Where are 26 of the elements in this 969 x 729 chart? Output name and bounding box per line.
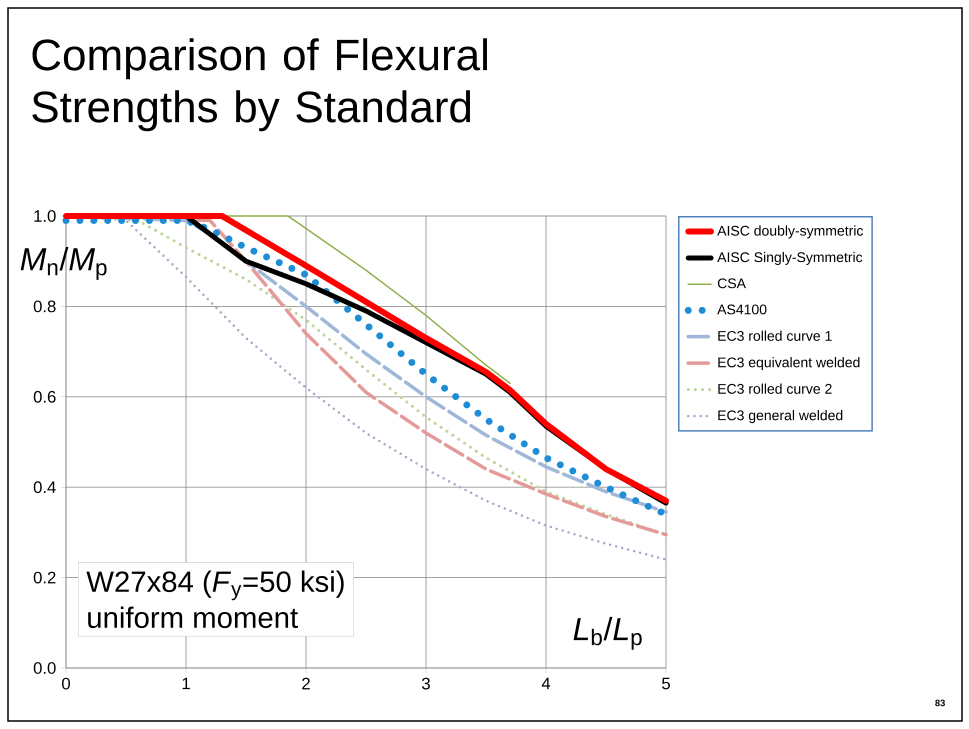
x-tick-label: 4: [542, 678, 550, 690]
legend-label: EC3 equivalent welded: [718, 357, 860, 370]
y-tick-label: 0.4: [34, 481, 56, 494]
legend-label: EC3 rolled curve 2: [718, 384, 832, 394]
y-tick-label: 0.8: [34, 300, 56, 312]
x-tick-label: 3: [422, 678, 430, 690]
legend-label: AISC doubly-symmetric: [717, 225, 864, 238]
legend-label: AS4100: [717, 304, 766, 314]
legend-label: AISC Singly-Symmetric: [717, 252, 862, 265]
legend-label: EC3 rolled curve 1: [718, 330, 832, 341]
x-tick-label: 2: [302, 678, 310, 690]
x-tick-label: 0: [62, 678, 70, 690]
annotation: uniform moment: [88, 606, 298, 628]
x-tick-label: 5: [662, 678, 670, 690]
chart-title: Comparison of Flexural Strengths by Standard: [32, 38, 487, 132]
annotation: W27x84 (F$_{y}$=50 ksi): [86, 570, 344, 600]
y-tick-label: 0.6: [34, 390, 56, 403]
y-axis-title: M$_{n}$/M$_{p}$: [20, 247, 107, 280]
y-tick-label: 1.0: [34, 210, 56, 222]
legend-label: EC3 general welded: [718, 410, 842, 424]
x-tick-label: 1: [182, 678, 190, 690]
y-tick-label: 0.0: [34, 662, 56, 674]
x-axis-title: L$_{b}$/L$_{p}$: [574, 616, 642, 650]
legend-label: CSA: [718, 278, 746, 288]
text: 83: [935, 700, 945, 706]
y-tick-label: 0.2: [34, 572, 56, 584]
